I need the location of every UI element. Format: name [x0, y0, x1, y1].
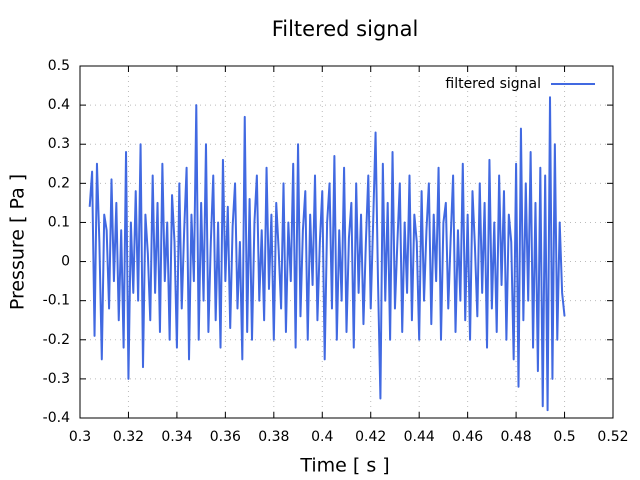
x-tick-label: 0.42	[355, 429, 386, 445]
y-tick-label: -0.3	[43, 371, 70, 387]
x-tick-label: 0.5	[553, 429, 575, 445]
y-tick-label: 0.1	[48, 214, 70, 230]
x-tick-label: 0.4	[311, 429, 333, 445]
y-tick-label: 0.5	[48, 58, 70, 74]
data-line	[88, 96, 566, 412]
y-tick-label: 0.3	[48, 136, 70, 152]
x-tick-label: 0.34	[161, 429, 192, 445]
y-tick-label: 0.4	[48, 97, 70, 113]
y-tick-label: -0.2	[43, 332, 70, 348]
y-tick-label: -0.1	[43, 293, 70, 309]
x-tick-label: 0.52	[597, 429, 628, 445]
y-tick-label: 0.2	[48, 175, 70, 191]
y-axis-label: Pressure [ Pa ]	[7, 174, 29, 310]
x-tick-label: 0.36	[210, 429, 241, 445]
legend-label: filtered signal	[445, 76, 541, 92]
x-tick-label: 0.46	[452, 429, 483, 445]
plot-frame	[79, 65, 614, 419]
x-tick-label: 0.44	[404, 429, 435, 445]
y-tick-label: -0.4	[43, 410, 70, 426]
x-tick-label: 0.32	[113, 429, 144, 445]
x-tick-label: 0.48	[501, 429, 532, 445]
x-tick-label: 0.3	[69, 429, 91, 445]
x-tick-label: 0.38	[258, 429, 289, 445]
chart-title: Filtered signal	[272, 17, 419, 41]
y-tick-label: 0	[61, 254, 70, 270]
x-axis-label: Time [ s ]	[299, 455, 389, 477]
